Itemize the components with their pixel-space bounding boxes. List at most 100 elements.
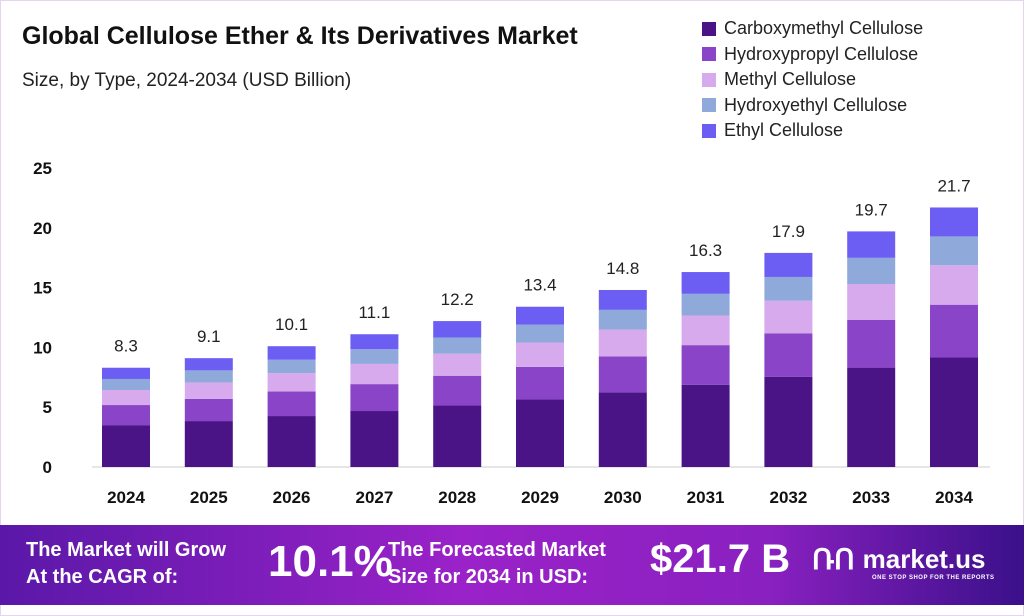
logo-text: market.us [862, 544, 986, 574]
bar-segment [930, 304, 978, 358]
bar-segment [930, 265, 978, 305]
bar-segment [184, 370, 233, 383]
market-us-logo: ՌՈ market.us ONE STOP SHOP FOR THE REPORTS [812, 543, 994, 581]
bar-segment [102, 389, 150, 406]
legend-swatch [702, 21, 716, 36]
x-tick-label: 2030 [604, 488, 642, 507]
chart-title: Global Cellulose Ether & Its Derivatives… [22, 22, 578, 50]
data-label: 8.3 [114, 337, 138, 356]
y-tick-label: 10 [33, 338, 52, 357]
legend-item: Hydroxyethyl Cellulose [702, 93, 923, 119]
bar-segment [267, 416, 316, 467]
legend-swatch [702, 72, 716, 87]
bar-segment [102, 405, 150, 426]
bar-segment [681, 345, 730, 385]
bar-segment [350, 363, 399, 385]
bar-segment [267, 346, 316, 360]
legend-label: Methyl Cellulose [724, 69, 857, 90]
bar-segment [267, 359, 316, 374]
bar-segment [847, 319, 896, 368]
bar-segment [350, 334, 399, 350]
bar-segment [847, 367, 896, 467]
bar-segment [102, 425, 150, 467]
bar-segment [516, 306, 564, 325]
bar-segment [184, 421, 233, 467]
bar-segment [598, 329, 647, 357]
bar-segment [930, 207, 978, 237]
cagr-label-line: At the CAGR of: [26, 566, 179, 588]
forecast-label-line: The Forecasted Market [388, 539, 606, 561]
legend: Carboxymethyl Cellulose Hydroxypropyl Ce… [702, 16, 923, 144]
bar-segment [433, 321, 482, 338]
bar-segment [433, 337, 482, 354]
bar-segment [847, 284, 896, 320]
bar-segment [681, 272, 730, 294]
bar-segment [267, 391, 316, 417]
y-tick-label: 15 [33, 279, 52, 298]
legend-label: Hydroxyethyl Cellulose [724, 94, 908, 115]
cagr-label: The Market will Grow At the CAGR of: [26, 537, 226, 591]
bar-segment [433, 375, 482, 406]
bar-segment [184, 382, 233, 399]
legend-swatch [702, 47, 716, 62]
x-tick-label: 2033 [852, 488, 890, 507]
legend-item: Methyl Cellulose [702, 67, 923, 93]
bar-segment [764, 376, 813, 467]
forecast-value: $21.7 B [650, 537, 791, 581]
x-tick-label: 2025 [190, 488, 228, 507]
legend-label: Carboxymethyl Cellulose [724, 18, 924, 39]
bar-segment [102, 378, 150, 390]
legend-swatch [702, 123, 716, 138]
legend-label: Ethyl Cellulose [724, 120, 844, 141]
x-tick-label: 2026 [273, 488, 311, 507]
bar-segment [516, 324, 564, 343]
logo-icon: ՌՈ [812, 544, 855, 575]
bar-segment [681, 315, 730, 346]
forecast-label-line: Size for 2034 in USD: [388, 566, 589, 588]
bar-segment [930, 357, 978, 467]
bar-segment [267, 373, 316, 392]
bar-segment [516, 342, 564, 367]
data-label: 13.4 [523, 276, 556, 295]
bar-segment [184, 398, 233, 422]
legend-swatch [702, 98, 716, 113]
bar-segment [516, 366, 564, 400]
y-tick-label: 5 [43, 398, 52, 417]
bar-segment [598, 356, 647, 393]
data-label: 16.3 [689, 241, 722, 260]
chart-subtitle: Size, by Type, 2024-2034 (USD Billion) [22, 70, 352, 91]
bar-segment [598, 392, 647, 467]
y-tick-label: 0 [43, 458, 52, 477]
bar-segment [764, 333, 813, 377]
data-label: 21.7 [937, 176, 970, 195]
bar-segment [764, 252, 813, 277]
bar-segment [350, 411, 399, 467]
bar-segment [847, 257, 896, 285]
chart-plot: 05101520258.320249.1202510.1202611.12027… [33, 159, 990, 507]
x-tick-label: 2031 [687, 488, 725, 507]
bar-segment [930, 236, 978, 266]
data-label: 19.7 [855, 200, 888, 219]
bar-segment [598, 309, 647, 330]
data-label: 9.1 [197, 327, 221, 346]
data-label: 11.1 [358, 303, 390, 322]
bar-segment [433, 405, 482, 467]
y-tick-label: 20 [33, 219, 52, 238]
bar-segment [681, 384, 730, 467]
bar-segment [764, 300, 813, 334]
bar-segment [598, 289, 647, 310]
data-label: 12.2 [441, 290, 474, 309]
cagr-label-line: The Market will Grow [26, 539, 227, 561]
y-tick-label: 25 [33, 159, 52, 178]
legend-item: Ethyl Cellulose [702, 118, 923, 144]
legend-item: Carboxymethyl Cellulose [702, 16, 923, 42]
x-tick-label: 2034 [935, 488, 973, 507]
bar-segment [102, 367, 150, 379]
data-label: 17.9 [772, 222, 805, 241]
x-tick-label: 2024 [107, 488, 145, 507]
data-label: 10.1 [275, 315, 308, 334]
footer-banner: The Market will Grow At the CAGR of: 10.1… [0, 525, 1024, 605]
data-label: 14.8 [606, 259, 639, 278]
x-tick-label: 2029 [521, 488, 559, 507]
bar-segment [350, 349, 399, 364]
